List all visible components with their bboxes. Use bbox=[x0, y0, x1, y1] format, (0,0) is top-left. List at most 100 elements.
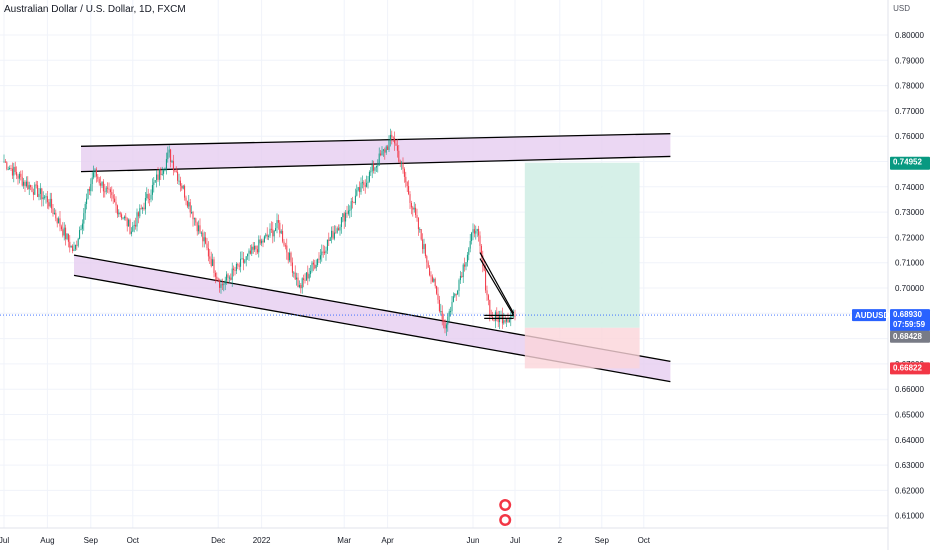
position-zones[interactable] bbox=[524, 162, 640, 369]
candle-body bbox=[399, 161, 401, 164]
candle-body bbox=[475, 231, 477, 234]
candle-body bbox=[114, 198, 116, 203]
candle-body bbox=[343, 213, 345, 222]
upper-channel-fill bbox=[81, 133, 671, 172]
candle-body bbox=[448, 311, 450, 317]
candle-body bbox=[104, 191, 106, 193]
price-tick-label: 0.77000 bbox=[895, 107, 924, 116]
target-zone bbox=[524, 162, 640, 328]
candle-body bbox=[335, 232, 337, 234]
candle-body bbox=[168, 149, 170, 153]
candle-body bbox=[503, 320, 505, 324]
candle-body bbox=[27, 181, 29, 190]
candle-body bbox=[206, 243, 208, 249]
candle-body bbox=[426, 256, 428, 263]
time-axis[interactable]: Jul Aug Sep Oct Dec 2022 Mar Apr Jun Jul 2 Sep Oct bbox=[0, 527, 888, 545]
candle-body bbox=[382, 149, 384, 151]
economic-event-icon-inner bbox=[501, 516, 509, 524]
candle-body bbox=[83, 213, 85, 224]
candle-body bbox=[380, 153, 382, 156]
candle-body bbox=[275, 228, 277, 231]
candle-body bbox=[263, 236, 265, 243]
candle-body bbox=[333, 232, 335, 239]
candle-body bbox=[506, 318, 508, 322]
candle-body bbox=[147, 193, 149, 200]
candle-body bbox=[342, 213, 344, 218]
candle-body bbox=[228, 277, 230, 279]
candle-body bbox=[49, 198, 51, 207]
candle-body bbox=[311, 262, 313, 271]
event-icons[interactable] bbox=[499, 499, 512, 526]
candle-body bbox=[91, 177, 93, 184]
candle-body bbox=[303, 278, 305, 280]
candle-body bbox=[377, 165, 379, 167]
candle-body bbox=[37, 185, 39, 197]
candle-body bbox=[349, 209, 351, 211]
price-tick-label: 0.62000 bbox=[895, 486, 924, 495]
candle-body bbox=[60, 226, 62, 230]
candle-body bbox=[347, 210, 349, 214]
current-price-label-box bbox=[890, 309, 930, 332]
candle-body bbox=[66, 233, 68, 240]
candle-body bbox=[3, 161, 5, 163]
candle-body bbox=[94, 169, 96, 173]
candle-body bbox=[270, 228, 272, 230]
candle-body bbox=[31, 187, 33, 193]
candle-body bbox=[203, 237, 205, 242]
candle-body bbox=[73, 249, 75, 252]
candle-body bbox=[469, 240, 471, 249]
candle-body bbox=[454, 293, 456, 297]
candle-body bbox=[28, 185, 30, 190]
time-tick-label: Aug bbox=[40, 536, 54, 545]
triangle-drawing[interactable] bbox=[479, 252, 515, 319]
candle-body bbox=[514, 315, 516, 317]
candle-body bbox=[255, 245, 257, 250]
candle-body bbox=[199, 225, 201, 233]
stop-price-label-text: 0.66822 bbox=[893, 363, 922, 372]
candle-body bbox=[235, 264, 237, 271]
candle-body bbox=[494, 312, 496, 321]
price-tick-label: 0.65000 bbox=[895, 411, 924, 420]
candle-body bbox=[405, 176, 407, 183]
candle-body bbox=[172, 161, 174, 171]
candle-body bbox=[406, 182, 408, 187]
price-tick-label: 0.78000 bbox=[895, 82, 924, 91]
candle-body bbox=[192, 212, 194, 220]
candle-body bbox=[209, 256, 211, 259]
candle-body bbox=[301, 278, 303, 289]
candle-body bbox=[233, 268, 235, 271]
candle-body bbox=[9, 168, 11, 170]
candle-body bbox=[328, 239, 330, 241]
price-tick-label: 0.61000 bbox=[895, 512, 924, 521]
candle-body bbox=[378, 153, 380, 166]
candle-body bbox=[321, 251, 323, 256]
candle-body bbox=[48, 202, 50, 207]
candle-body bbox=[126, 218, 128, 227]
candle-body bbox=[308, 274, 310, 279]
candle-body bbox=[356, 190, 358, 196]
candle-body bbox=[357, 187, 359, 191]
price-axis[interactable]: 0.800000.790000.780000.770000.760000.750… bbox=[887, 0, 924, 550]
candle-body bbox=[350, 201, 352, 210]
candle-body bbox=[451, 301, 453, 312]
candle-body bbox=[366, 182, 368, 187]
candle-body bbox=[447, 316, 449, 325]
candle-body bbox=[226, 274, 228, 281]
candle-body bbox=[121, 214, 123, 219]
candle-body bbox=[461, 275, 463, 278]
price-tick-label: 0.71000 bbox=[895, 259, 924, 268]
candle-body bbox=[55, 212, 57, 219]
candle-body bbox=[381, 150, 383, 156]
candle-body bbox=[354, 195, 356, 204]
candle-body bbox=[77, 238, 79, 246]
candle-body bbox=[392, 137, 394, 139]
candle-body bbox=[389, 134, 391, 141]
candle-body bbox=[186, 200, 188, 207]
candle-body bbox=[259, 239, 261, 244]
candle-body bbox=[443, 320, 445, 322]
candle-body bbox=[441, 311, 443, 321]
candle-body bbox=[374, 167, 376, 171]
candle-body bbox=[462, 264, 464, 278]
price-tick-label: 0.73000 bbox=[895, 208, 924, 217]
